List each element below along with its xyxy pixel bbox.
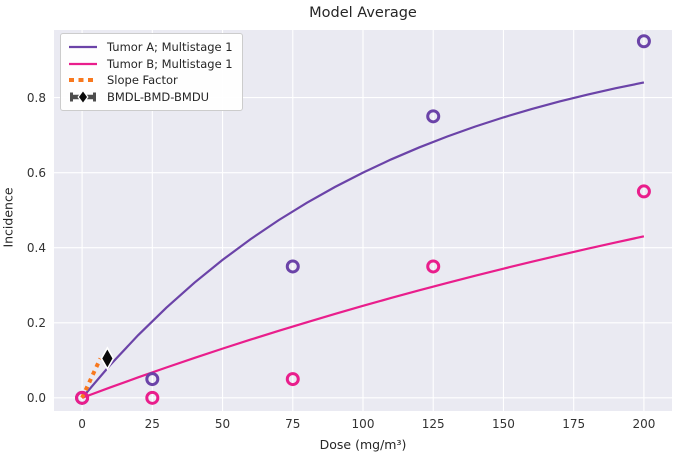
tumor-a-point bbox=[145, 372, 160, 387]
tumor-b-point bbox=[636, 184, 651, 199]
legend-label: BMDL-BMD-BMDU bbox=[107, 89, 210, 104]
legend-label: Slope Factor bbox=[107, 73, 178, 88]
x-tick-label: 25 bbox=[144, 417, 160, 431]
x-tick-label: 100 bbox=[351, 417, 375, 431]
legend-item-tumor-a: Tumor A; Multistage 1 bbox=[68, 39, 233, 56]
tumor-a-point bbox=[426, 109, 441, 124]
x-tick-label: 200 bbox=[632, 417, 656, 431]
y-tick-label: 0.8 bbox=[26, 90, 46, 105]
legend-item-tumor-b: Tumor B; Multistage 1 bbox=[68, 56, 233, 73]
legend-label: Tumor A; Multistage 1 bbox=[107, 40, 233, 55]
y-tick-label: 0.2 bbox=[26, 315, 46, 330]
legend-item-bmdl-bmd-bmdu: BMDL-BMD-BMDU bbox=[68, 89, 233, 106]
errorbar-diamond-icon bbox=[70, 89, 96, 104]
legend-item-slope-factor: Slope Factor bbox=[68, 72, 233, 89]
chart-title: Model Average bbox=[309, 5, 417, 21]
line-swatch-icon bbox=[69, 46, 97, 49]
x-tick-label: 150 bbox=[492, 417, 515, 431]
legend: Tumor A; Multistage 1 Tumor B; Multistag… bbox=[60, 33, 243, 111]
y-axis-label: Incidence bbox=[0, 187, 16, 248]
y-tick-label: 0.6 bbox=[26, 165, 46, 180]
tumor-b-point bbox=[75, 390, 90, 405]
dashed-line-swatch-icon bbox=[69, 78, 97, 83]
tumor-b-point bbox=[426, 259, 441, 274]
x-axis-label: Dose (mg/m³) bbox=[319, 437, 407, 452]
x-tick-label: 75 bbox=[285, 417, 301, 431]
line-swatch-icon bbox=[69, 62, 97, 65]
tumor-b-point bbox=[285, 372, 300, 387]
slope-factor-line bbox=[80, 357, 103, 399]
tumor-a-point bbox=[636, 34, 651, 49]
legend-label: Tumor B; Multistage 1 bbox=[107, 56, 233, 71]
tumor-b-curve bbox=[81, 235, 645, 399]
y-tick-label: 0.4 bbox=[26, 240, 46, 255]
tumor-a-curve bbox=[81, 81, 645, 399]
x-tick-label: 50 bbox=[214, 417, 231, 431]
tumor-a-point bbox=[285, 259, 300, 274]
x-tick-label: 125 bbox=[421, 417, 445, 431]
x-tick-label: 0 bbox=[78, 417, 86, 431]
bmd-diamond bbox=[100, 346, 115, 371]
tumor-b-point bbox=[145, 390, 160, 405]
y-tick-label: 0.0 bbox=[26, 390, 46, 405]
x-tick-label: 175 bbox=[562, 417, 586, 431]
